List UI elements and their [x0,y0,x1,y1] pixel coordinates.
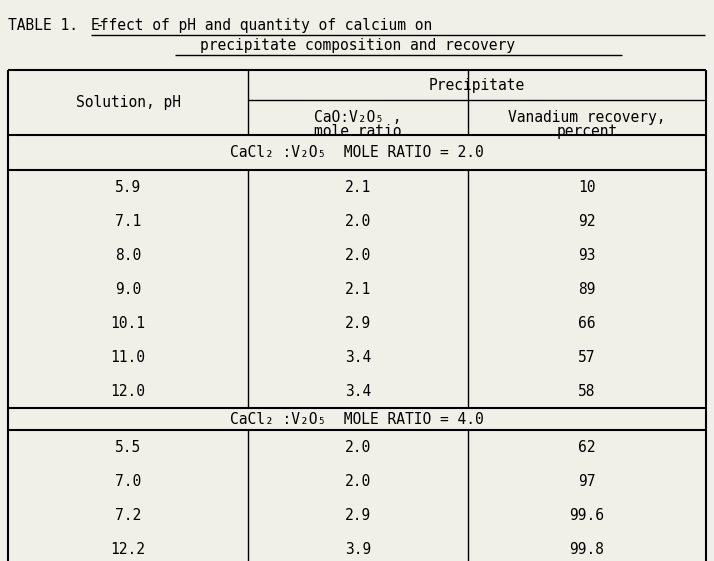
Text: CaCl₂ :V₂O₅  MOLE RATIO = 2.0: CaCl₂ :V₂O₅ MOLE RATIO = 2.0 [230,145,484,160]
Text: Vanadium recovery,: Vanadium recovery, [508,110,665,125]
Text: precipitate composition and recovery: precipitate composition and recovery [199,38,515,53]
Text: Precipitate: Precipitate [429,77,525,93]
Text: 12.2: 12.2 [111,541,146,557]
Text: 97: 97 [578,473,595,489]
Text: 92: 92 [578,214,595,228]
Text: 10.1: 10.1 [111,315,146,330]
Text: 3.4: 3.4 [345,350,371,365]
Text: Solution, pH: Solution, pH [76,95,181,110]
Text: 7.1: 7.1 [115,214,141,228]
Text: 2.1: 2.1 [345,180,371,195]
Text: 11.0: 11.0 [111,350,146,365]
Text: 89: 89 [578,282,595,297]
Text: 2.1: 2.1 [345,282,371,297]
Text: 12.0: 12.0 [111,384,146,398]
Text: percent: percent [556,124,618,139]
Text: CaCl₂ :V₂O₅  MOLE RATIO = 4.0: CaCl₂ :V₂O₅ MOLE RATIO = 4.0 [230,412,484,426]
Text: 10: 10 [578,180,595,195]
Text: 5.9: 5.9 [115,180,141,195]
Text: 3.9: 3.9 [345,541,371,557]
Text: 57: 57 [578,350,595,365]
Text: 2.0: 2.0 [345,439,371,454]
Text: 2.0: 2.0 [345,214,371,228]
Text: 2.9: 2.9 [345,315,371,330]
Text: 62: 62 [578,439,595,454]
Text: 5.5: 5.5 [115,439,141,454]
Text: 99.6: 99.6 [570,508,605,522]
Text: 99.8: 99.8 [570,541,605,557]
Text: 7.0: 7.0 [115,473,141,489]
Text: mole ratio: mole ratio [314,124,402,139]
Text: Effect of pH and quantity of calcium on: Effect of pH and quantity of calcium on [91,18,432,33]
Text: CaO:V₂O₅ ,: CaO:V₂O₅ , [314,110,402,125]
Text: 7.2: 7.2 [115,508,141,522]
Text: 2.0: 2.0 [345,247,371,263]
Text: 2.0: 2.0 [345,473,371,489]
Text: 66: 66 [578,315,595,330]
Text: 9.0: 9.0 [115,282,141,297]
Text: TABLE 1.  -: TABLE 1. - [8,18,113,33]
Text: 3.4: 3.4 [345,384,371,398]
Text: 93: 93 [578,247,595,263]
Text: 58: 58 [578,384,595,398]
Text: 2.9: 2.9 [345,508,371,522]
Text: 8.0: 8.0 [115,247,141,263]
